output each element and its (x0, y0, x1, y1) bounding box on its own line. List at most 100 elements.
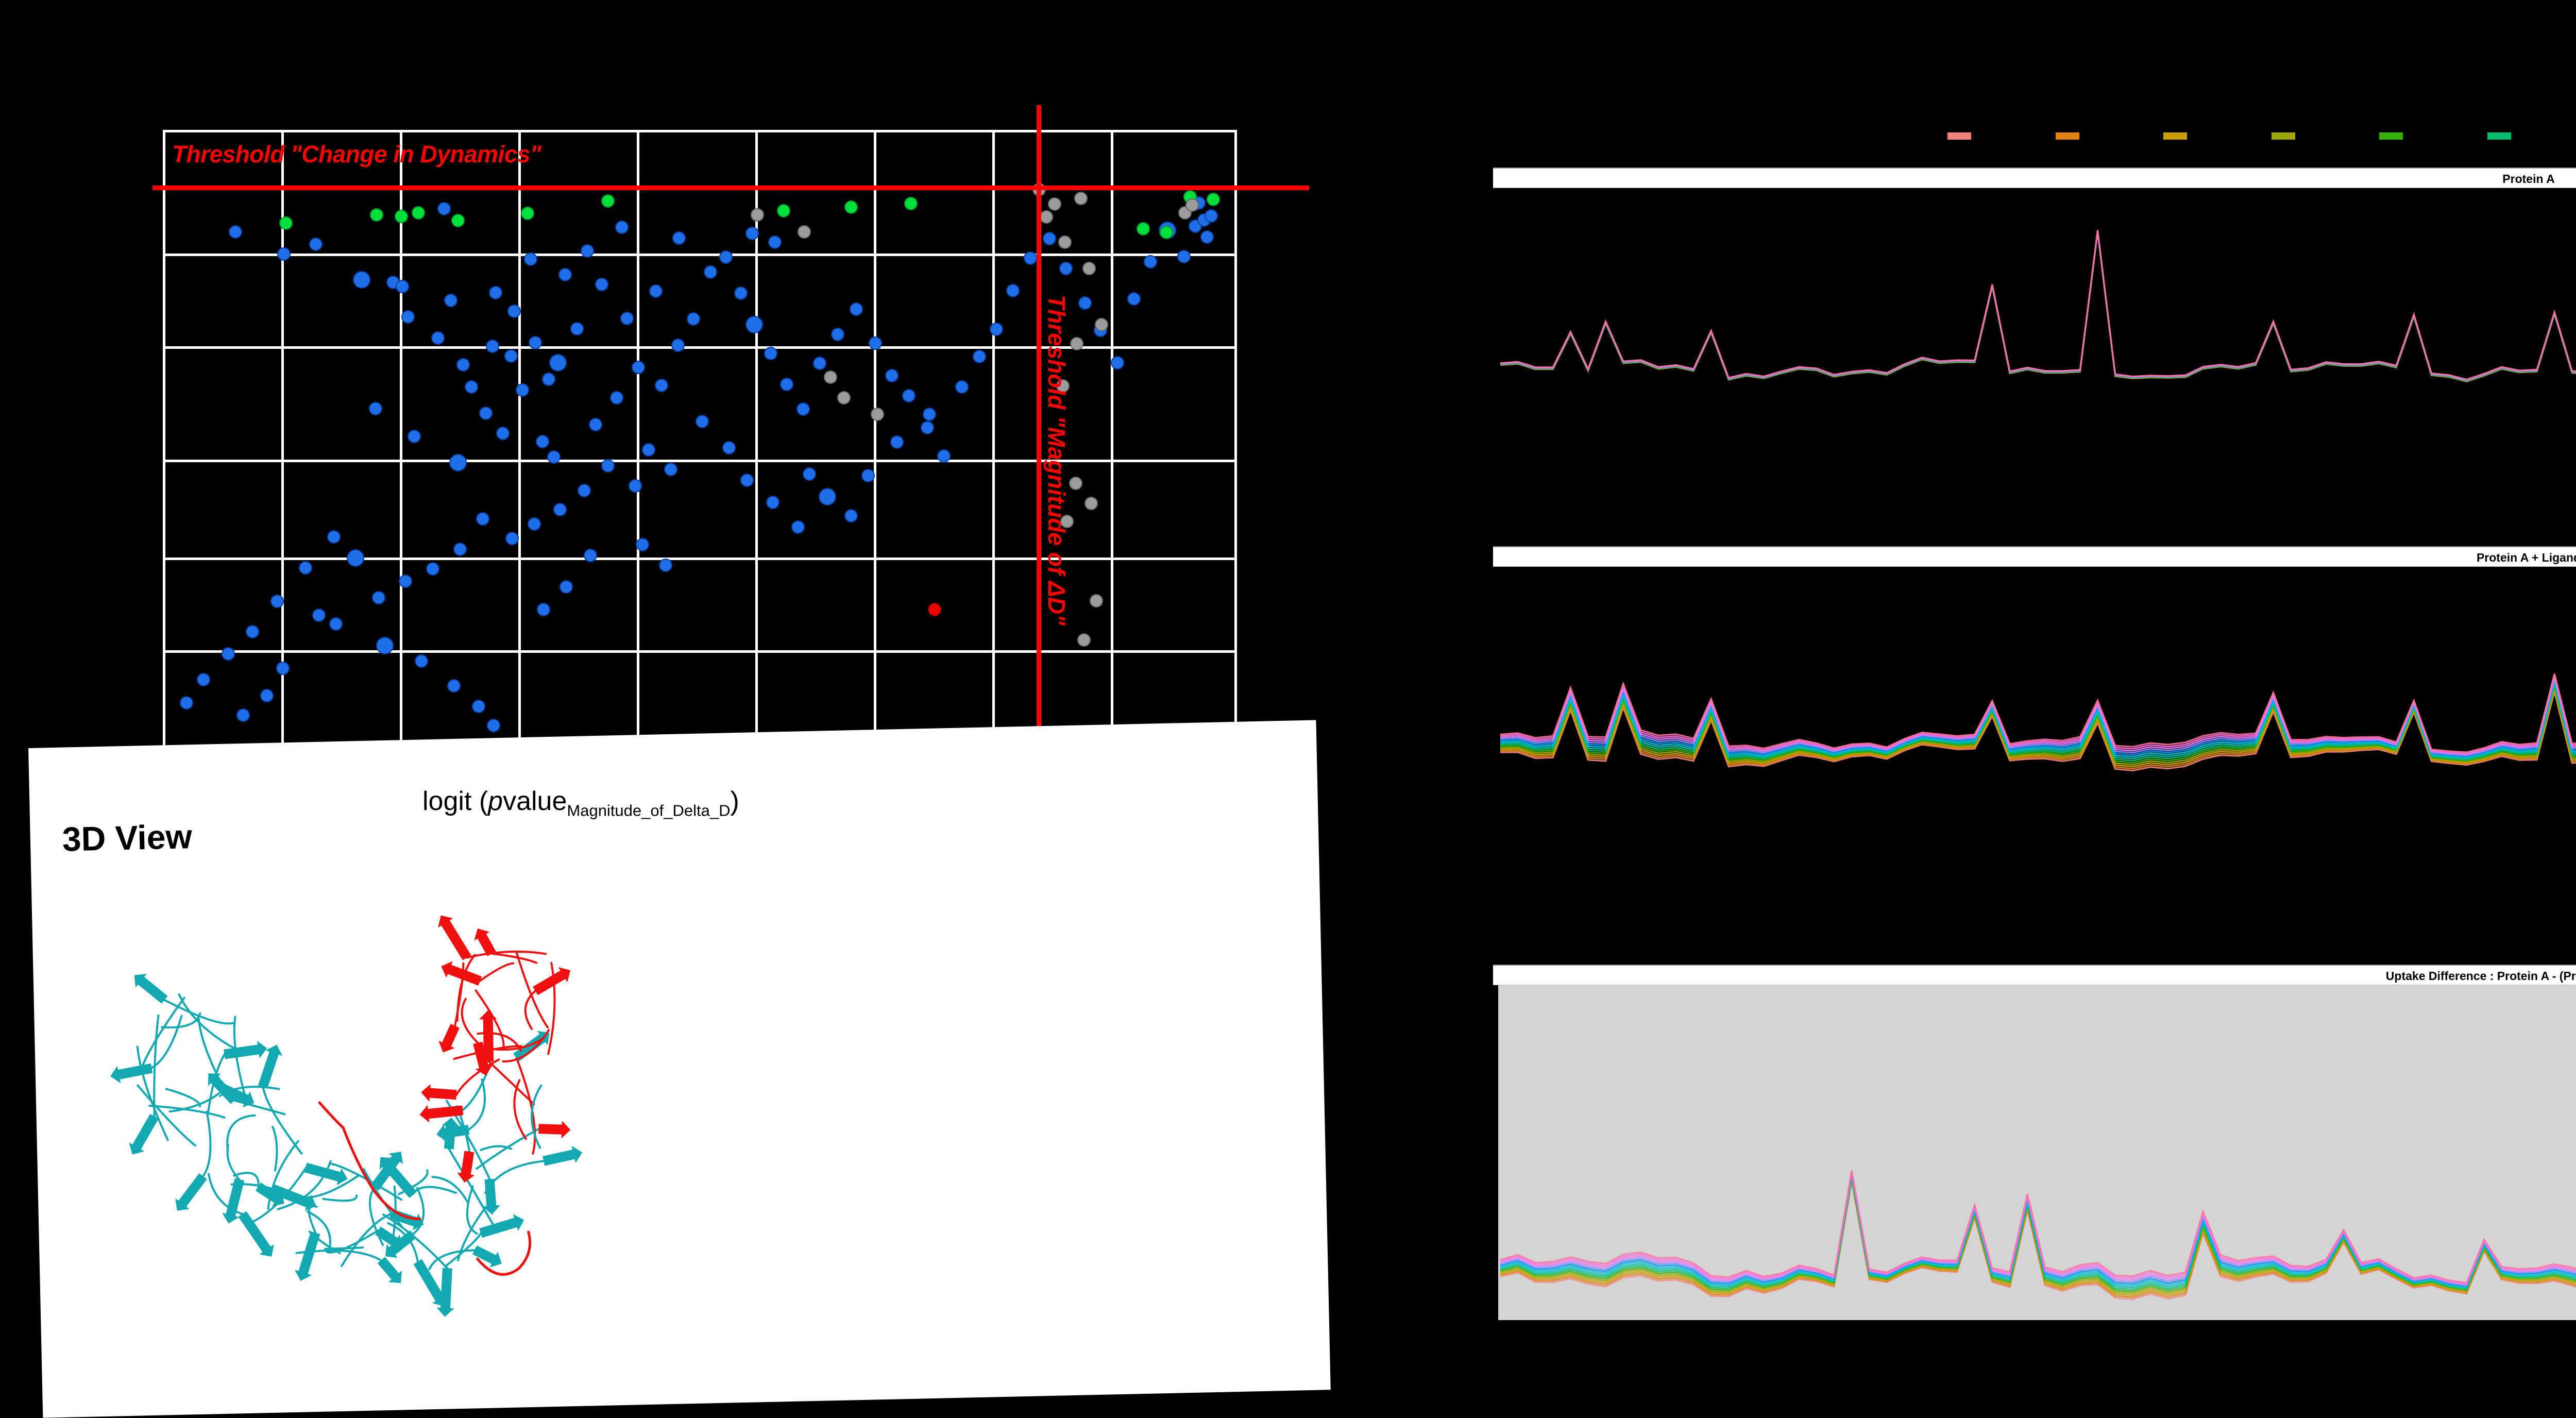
volcano-point[interactable] (636, 538, 650, 552)
volcano-point[interactable] (485, 339, 499, 353)
volcano-point[interactable] (447, 679, 461, 693)
volcano-point[interactable] (553, 502, 567, 516)
volcano-point[interactable] (870, 408, 884, 421)
volcano-point[interactable] (245, 624, 259, 638)
volcano-point[interactable] (577, 484, 591, 498)
volcano-point[interactable] (541, 372, 555, 386)
volcano-point[interactable] (353, 271, 371, 289)
volcano-point[interactable] (1204, 209, 1218, 223)
volcano-point[interactable] (431, 331, 445, 345)
volcano-point[interactable] (399, 574, 413, 588)
volcano-point[interactable] (1024, 251, 1038, 265)
volcano-point[interactable] (437, 202, 451, 216)
volcano-point[interactable] (791, 520, 805, 534)
volcano-point[interactable] (371, 590, 385, 604)
volcano-point[interactable] (222, 647, 235, 661)
volcano-point[interactable] (798, 225, 811, 239)
volcano-point[interactable] (722, 441, 736, 455)
volcano-point[interactable] (923, 408, 936, 421)
volcano-point[interactable] (395, 209, 409, 223)
volcano-point[interactable] (902, 389, 916, 402)
volcano-point[interactable] (890, 435, 904, 449)
volcano-point[interactable] (535, 434, 549, 448)
volcano-point[interactable] (547, 450, 561, 464)
volcano-point[interactable] (453, 543, 467, 556)
timepoint-legend[interactable] (1947, 130, 2576, 142)
volcano-point[interactable] (524, 252, 538, 266)
volcano-point[interactable] (1042, 232, 1056, 246)
volcano-point[interactable] (279, 216, 293, 230)
volcano-point[interactable] (831, 328, 844, 342)
volcano-point[interactable] (1206, 192, 1220, 206)
legend-swatch-1[interactable] (1947, 132, 1971, 140)
volcano-point[interactable] (803, 467, 817, 481)
volcano-point[interactable] (236, 708, 250, 722)
volcano-point[interactable] (937, 449, 951, 463)
volcano-point[interactable] (1070, 337, 1083, 351)
volcano-point[interactable] (868, 336, 882, 350)
volcano-point[interactable] (407, 430, 421, 444)
volcano-point[interactable] (411, 206, 425, 220)
legend-swatch-4[interactable] (2272, 132, 2295, 140)
volcano-point[interactable] (504, 349, 518, 363)
volcano-point[interactable] (476, 512, 490, 526)
volcano-point[interactable] (516, 383, 530, 397)
volcano-point[interactable] (368, 401, 382, 415)
volcano-point[interactable] (1078, 296, 1092, 310)
volcano-plot-area[interactable]: Threshold "Change in Dynamics" Threshold… (152, 105, 1309, 757)
volcano-point[interactable] (654, 379, 668, 393)
volcano-point[interactable] (796, 402, 810, 416)
volcano-point[interactable] (823, 370, 837, 384)
uptake-panel-2-canvas[interactable] (1493, 567, 2576, 804)
volcano-point[interactable] (369, 208, 383, 222)
volcano-point[interactable] (1090, 594, 1103, 607)
volcano-point[interactable] (505, 531, 519, 545)
legend-swatch-6[interactable] (2487, 132, 2511, 140)
volcano-point[interactable] (309, 237, 323, 251)
volcano-point[interactable] (479, 406, 493, 420)
volcano-point[interactable] (837, 391, 851, 405)
volcano-point[interactable] (1159, 225, 1173, 239)
legend-swatch-2[interactable] (2056, 132, 2079, 140)
volcano-point[interactable] (601, 459, 615, 473)
volcano-point[interactable] (401, 310, 415, 324)
volcano-point[interactable] (745, 315, 763, 333)
volcano-point[interactable] (687, 312, 701, 326)
volcano-point[interactable] (766, 496, 780, 510)
volcano-point[interactable] (844, 200, 858, 214)
volcano-point[interactable] (521, 207, 535, 221)
volcano-point[interactable] (570, 322, 584, 335)
volcano-point[interactable] (486, 719, 500, 733)
volcano-point[interactable] (779, 378, 793, 391)
volcano-point[interactable] (642, 443, 656, 457)
volcano-point[interactable] (396, 279, 410, 293)
volcano-point[interactable] (850, 302, 863, 316)
volcano-point[interactable] (740, 473, 754, 487)
volcano-point[interactable] (1110, 356, 1124, 369)
volcano-point[interactable] (527, 517, 541, 531)
volcano-point[interactable] (472, 699, 486, 713)
volcano-point[interactable] (734, 286, 748, 300)
volcano-point[interactable] (989, 322, 1003, 336)
volcano-point[interactable] (414, 654, 428, 668)
uptake-panel-difference[interactable]: Uptake Difference : Protein A - (Protein… (1493, 965, 2576, 1320)
volcano-point[interactable] (276, 661, 290, 675)
volcano-point[interactable] (583, 548, 597, 562)
volcano-point[interactable] (768, 235, 782, 249)
volcano-point[interactable] (299, 561, 312, 575)
volcano-point[interactable] (695, 414, 709, 428)
volcano-point[interactable] (928, 602, 942, 616)
volcano-point[interactable] (1077, 633, 1091, 647)
volcano-point[interactable] (921, 421, 934, 435)
volcano-point[interactable] (620, 312, 634, 326)
volcano-point[interactable] (1056, 379, 1070, 393)
legend-swatch-3[interactable] (2163, 132, 2187, 140)
volcano-point[interactable] (1177, 249, 1191, 263)
volcano-point[interactable] (1039, 210, 1053, 224)
volcano-point[interactable] (229, 225, 243, 239)
volcano-point[interactable] (456, 358, 470, 372)
volcano-point[interactable] (1058, 235, 1072, 249)
volcano-point[interactable] (1144, 255, 1158, 268)
volcano-point[interactable] (615, 220, 629, 234)
volcano-point[interactable] (664, 463, 677, 477)
